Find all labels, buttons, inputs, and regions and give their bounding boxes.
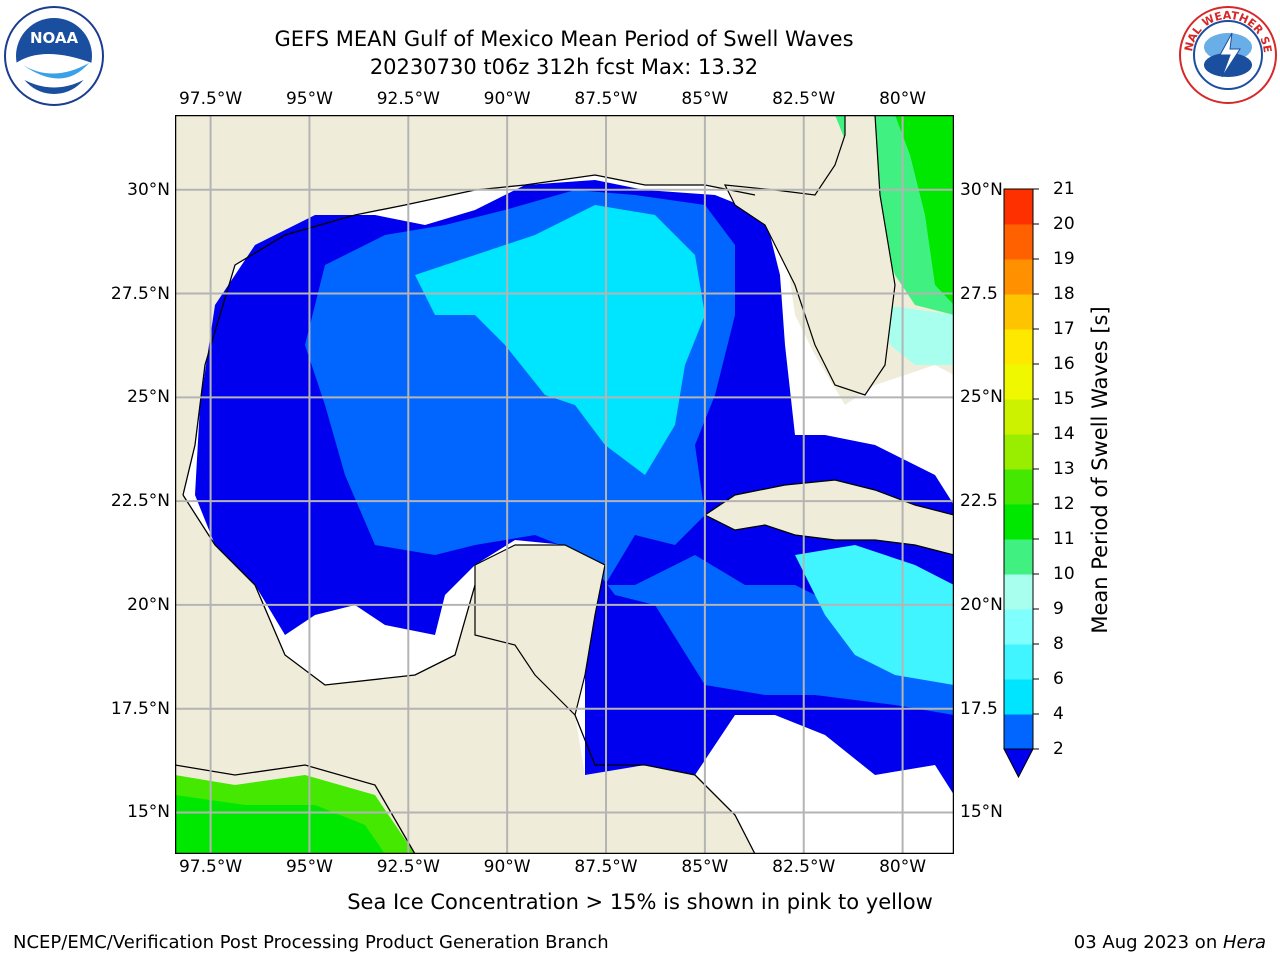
noaa-logo: NOAA <box>4 6 104 106</box>
colorbar-segment <box>1004 329 1033 365</box>
latitude-tick-label-left: 30°N <box>127 179 170 200</box>
longitude-tick-label: 92.5°W <box>376 857 440 877</box>
longitude-tick-label: 80°W <box>879 857 927 877</box>
latitude-tick-label-right: 25°N <box>960 387 1003 408</box>
colorbar-segment <box>1004 539 1033 575</box>
coastline-gulf <box>182 174 756 496</box>
longitude-tick-label: 90°W <box>483 89 531 109</box>
colorbar-segment <box>1004 609 1033 645</box>
credit-date-text: 03 Aug 2023 on <box>1073 932 1223 953</box>
longitude-tick-label: 85°W <box>681 857 729 877</box>
colorbar-segment <box>1004 469 1033 505</box>
latitude-tick-label-left: 17.5°N <box>110 698 170 719</box>
colorbar-segment <box>1004 364 1033 400</box>
longitude-tick-label: 85°W <box>681 89 729 109</box>
land-florida <box>723 115 896 396</box>
latitude-tick-label-right: 27.5 <box>960 283 998 304</box>
colorbar-segment <box>1004 189 1033 225</box>
colorbar-tick-label: 6 <box>1053 669 1064 689</box>
longitude-tick-label: 95°W <box>285 89 333 109</box>
latitude-tick-label-left: 20°N <box>127 594 170 615</box>
credit-date: 03 Aug 2023 on Hera <box>1074 932 1266 953</box>
noaa-logo-text: NOAA <box>30 29 79 47</box>
colorbar-tick-label: 13 <box>1053 459 1075 479</box>
colorbar-tick-label: 12 <box>1053 494 1075 514</box>
coastline-mexico <box>182 494 476 686</box>
map-subtitle: 20230730 t06z 312h fcst Max: 13.32 <box>369 55 759 79</box>
swell-region-pacific-green-dark <box>175 795 385 854</box>
longitude-tick-label: 97.5°W <box>178 89 243 109</box>
colorbar-tick-label: 21 <box>1053 179 1075 199</box>
latitude-tick-label-right: 22.5 <box>960 491 998 512</box>
longitude-tick-label: 82.5°W <box>772 857 836 877</box>
map-title: GEFS MEAN Gulf of Mexico Mean Period of … <box>274 27 854 51</box>
longitude-tick-label: 87.5°W <box>574 89 638 109</box>
colorbar-title: Mean Period of Swell Waves [s] <box>1088 306 1112 634</box>
swell-region-atlantic-green-dark <box>895 115 954 305</box>
longitude-tick-label: 82.5°W <box>772 89 836 109</box>
colorbar <box>1003 188 1039 779</box>
colorbar-tick-label: 2 <box>1053 739 1064 759</box>
colorbar-tick-label: 15 <box>1053 389 1075 409</box>
latitude-tick-label-right: 17.5 <box>960 698 998 719</box>
map-panel <box>175 115 954 854</box>
colorbar-tick-label: 14 <box>1053 424 1075 444</box>
land-cuba <box>703 479 954 556</box>
latitude-tick-label-right: 20°N <box>960 594 1003 615</box>
colorbar-segment <box>1004 504 1033 540</box>
longitude-tick-label: 90°W <box>483 857 531 877</box>
longitude-tick-label: 87.5°W <box>574 857 638 877</box>
colorbar-tick-label: 16 <box>1053 354 1075 374</box>
colorbar-segment <box>1004 679 1033 715</box>
map-frame <box>175 115 954 854</box>
colorbar-segment <box>1004 399 1033 435</box>
latitude-tick-label-left: 15°N <box>127 802 170 823</box>
colorbar-under-triangle <box>1003 748 1034 779</box>
colorbar-tick-label: 8 <box>1053 634 1064 654</box>
longitude-tick-label: 95°W <box>285 857 333 877</box>
colorbar-segment <box>1004 714 1033 750</box>
longitude-tick-label: 80°W <box>879 89 927 109</box>
coastline-honduras <box>574 714 756 854</box>
latitude-tick-label-right: 15°N <box>960 802 1003 823</box>
sea-ice-note: Sea Ice Concentration > 15% is shown in … <box>347 890 933 914</box>
swell-region-cyan <box>415 205 705 475</box>
colorbar-tick-label: 10 <box>1053 564 1075 584</box>
colorbar-segment <box>1004 644 1033 680</box>
colorbar-segment <box>1004 294 1033 330</box>
longitude-tick-label: 92.5°W <box>376 89 440 109</box>
graticule <box>175 115 954 854</box>
nws-logo: NATIONAL WEATHER SERVICE <box>1176 3 1278 105</box>
swell-region-cyan-caribbean <box>795 545 954 685</box>
colorbar-tick-label: 4 <box>1053 704 1064 724</box>
coastline-central-america <box>175 764 416 854</box>
colorbar-segment <box>1004 434 1033 470</box>
latitude-tick-label-left: 25°N <box>127 387 170 408</box>
colorbar-tick-label: 9 <box>1053 599 1064 619</box>
latitude-tick-label-left: 27.5°N <box>110 283 170 304</box>
colorbar-tick-label: 18 <box>1053 284 1075 304</box>
latitude-tick-label-left: 22.5°N <box>110 491 170 512</box>
credit-machine: Hera <box>1222 932 1266 953</box>
colorbar-segment <box>1004 224 1033 260</box>
colorbar-segment <box>1004 259 1033 295</box>
colorbar-tick-label: 20 <box>1053 214 1075 234</box>
colorbar-segment <box>1004 574 1033 610</box>
colorbar-tick-label: 17 <box>1053 319 1075 339</box>
longitude-tick-label: 97.5°W <box>178 857 243 877</box>
latitude-tick-label-right: 30°N <box>960 179 1003 200</box>
colorbar-tick-label: 19 <box>1053 249 1075 269</box>
colorbar-tick-label: 11 <box>1053 529 1075 549</box>
credit-branch: NCEP/EMC/Verification Post Processing Pr… <box>13 932 609 953</box>
